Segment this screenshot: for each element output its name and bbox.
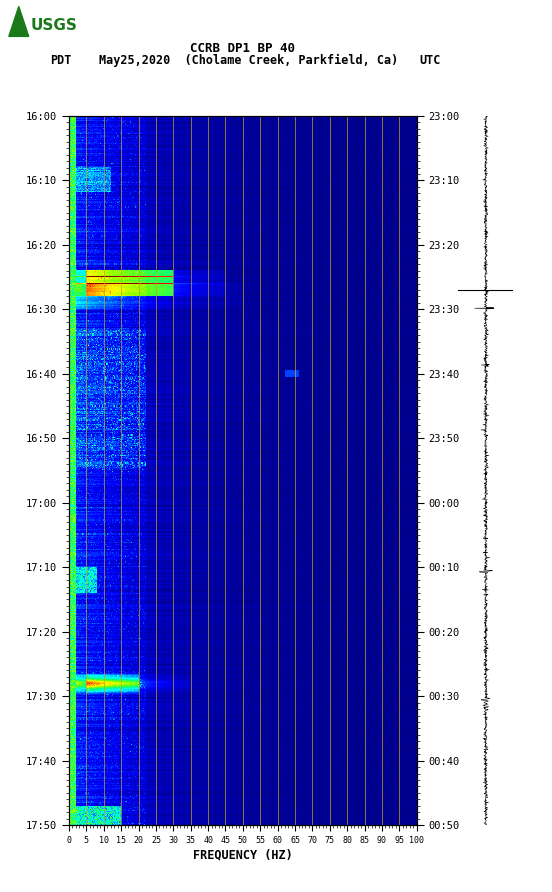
Text: CCRB DP1 BP 40: CCRB DP1 BP 40 — [190, 42, 295, 54]
Text: USGS: USGS — [31, 18, 78, 33]
Text: May25,2020  (Cholame Creek, Parkfield, Ca): May25,2020 (Cholame Creek, Parkfield, Ca… — [99, 54, 399, 67]
Polygon shape — [9, 6, 29, 37]
Text: PDT: PDT — [50, 54, 71, 67]
X-axis label: FREQUENCY (HZ): FREQUENCY (HZ) — [193, 848, 293, 862]
Text: UTC: UTC — [420, 54, 441, 67]
